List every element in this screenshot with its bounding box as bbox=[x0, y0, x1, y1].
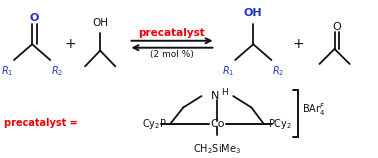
Text: Cy$_2$P: Cy$_2$P bbox=[142, 117, 167, 131]
Text: H: H bbox=[221, 88, 228, 97]
Text: $R_1$: $R_1$ bbox=[222, 64, 234, 78]
Text: CH$_2$SiMe$_3$: CH$_2$SiMe$_3$ bbox=[193, 142, 242, 156]
Text: N: N bbox=[211, 91, 220, 101]
Text: +: + bbox=[64, 37, 76, 51]
Text: precatalyst: precatalyst bbox=[139, 28, 205, 39]
Text: (2 mol %): (2 mol %) bbox=[150, 50, 194, 59]
Text: O: O bbox=[30, 13, 39, 23]
Text: $R_2$: $R_2$ bbox=[272, 64, 284, 78]
Text: OH: OH bbox=[92, 18, 108, 28]
Text: OH: OH bbox=[244, 8, 263, 18]
Text: $R_2$: $R_2$ bbox=[51, 64, 63, 78]
Text: $R_1$: $R_1$ bbox=[1, 64, 13, 78]
Text: precatalyst =: precatalyst = bbox=[4, 118, 77, 128]
Text: +: + bbox=[293, 37, 304, 51]
Text: BAr$^{F}_{4}$: BAr$^{F}_{4}$ bbox=[302, 101, 325, 118]
Text: Co: Co bbox=[210, 119, 225, 129]
Text: PCy$_2$: PCy$_2$ bbox=[268, 117, 293, 131]
Text: O: O bbox=[332, 22, 341, 32]
